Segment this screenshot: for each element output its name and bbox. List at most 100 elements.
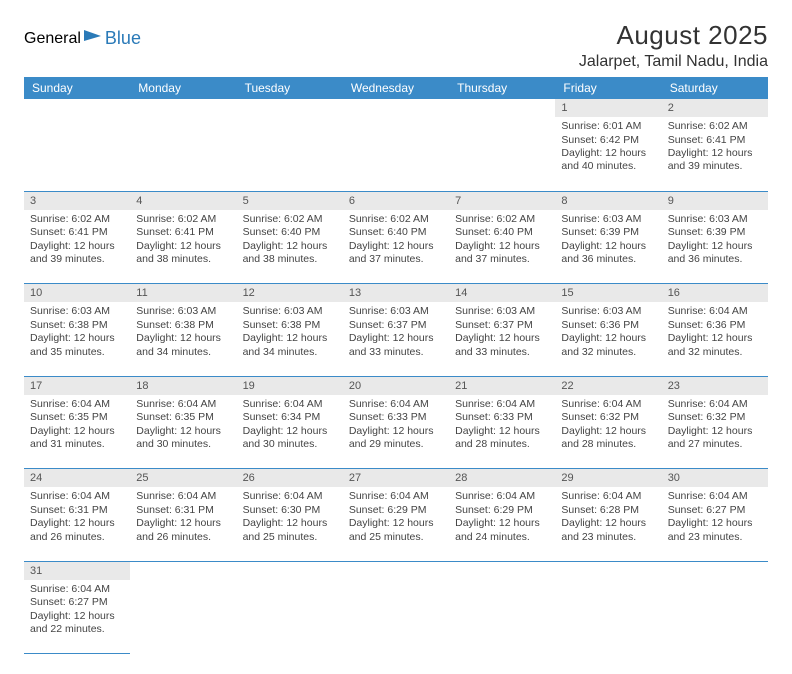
daylight-text: Daylight: 12 hours and 28 minutes. [455,425,549,452]
sunrise-text: Sunrise: 6:02 AM [455,213,549,226]
calendar-cell: Sunrise: 6:04 AMSunset: 6:29 PMDaylight:… [343,487,449,561]
sunset-text: Sunset: 6:27 PM [668,504,762,517]
calendar-cell [130,117,236,191]
sunrise-text: Sunrise: 6:04 AM [243,490,337,503]
daylight-text: Daylight: 12 hours and 35 minutes. [30,332,124,359]
logo: General Blue [24,28,141,49]
daylight-text: Daylight: 12 hours and 36 minutes. [668,240,762,267]
sunset-text: Sunset: 6:40 PM [243,226,337,239]
sunset-text: Sunset: 6:31 PM [136,504,230,517]
day-number: 15 [555,284,661,303]
calendar-cell [24,117,130,191]
sunrise-text: Sunrise: 6:04 AM [455,398,549,411]
sunset-text: Sunset: 6:41 PM [136,226,230,239]
calendar-cell: Sunrise: 6:03 AMSunset: 6:38 PMDaylight:… [237,302,343,376]
calendar-cell: Sunrise: 6:04 AMSunset: 6:30 PMDaylight:… [237,487,343,561]
calendar-page: General Blue August 2025 Jalarpet, Tamil… [0,0,792,674]
sunset-text: Sunset: 6:33 PM [455,411,549,424]
day-number-row: 17181920212223 [24,376,768,395]
day-number [662,561,768,580]
sunset-text: Sunset: 6:33 PM [349,411,443,424]
calendar-cell: Sunrise: 6:04 AMSunset: 6:29 PMDaylight:… [449,487,555,561]
daylight-text: Daylight: 12 hours and 34 minutes. [136,332,230,359]
calendar-cell: Sunrise: 6:04 AMSunset: 6:34 PMDaylight:… [237,395,343,469]
calendar-header-row: SundayMondayTuesdayWednesdayThursdayFrid… [24,77,768,99]
day-header: Saturday [662,77,768,99]
sunrise-text: Sunrise: 6:03 AM [243,305,337,318]
day-number [237,99,343,117]
sunset-text: Sunset: 6:27 PM [30,596,124,609]
daylight-text: Daylight: 12 hours and 22 minutes. [30,610,124,637]
day-number: 22 [555,376,661,395]
daylight-text: Daylight: 12 hours and 36 minutes. [561,240,655,267]
calendar-cell: Sunrise: 6:04 AMSunset: 6:32 PMDaylight:… [555,395,661,469]
calendar-cell [343,117,449,191]
sunset-text: Sunset: 6:34 PM [243,411,337,424]
day-header: Tuesday [237,77,343,99]
day-header: Sunday [24,77,130,99]
sunrise-text: Sunrise: 6:04 AM [30,583,124,596]
sunset-text: Sunset: 6:32 PM [561,411,655,424]
calendar-cell: Sunrise: 6:01 AMSunset: 6:42 PMDaylight:… [555,117,661,191]
sunrise-text: Sunrise: 6:04 AM [349,398,443,411]
calendar-cell: Sunrise: 6:04 AMSunset: 6:31 PMDaylight:… [24,487,130,561]
day-number: 29 [555,469,661,488]
daylight-text: Daylight: 12 hours and 32 minutes. [561,332,655,359]
daylight-text: Daylight: 12 hours and 32 minutes. [668,332,762,359]
daylight-text: Daylight: 12 hours and 37 minutes. [455,240,549,267]
daylight-text: Daylight: 12 hours and 24 minutes. [455,517,549,544]
calendar-week-row: Sunrise: 6:01 AMSunset: 6:42 PMDaylight:… [24,117,768,191]
calendar-cell: Sunrise: 6:02 AMSunset: 6:41 PMDaylight:… [130,210,236,284]
calendar-cell: Sunrise: 6:04 AMSunset: 6:33 PMDaylight:… [343,395,449,469]
day-number: 31 [24,561,130,580]
calendar-cell: Sunrise: 6:02 AMSunset: 6:40 PMDaylight:… [237,210,343,284]
daylight-text: Daylight: 12 hours and 30 minutes. [243,425,337,452]
sunrise-text: Sunrise: 6:04 AM [136,398,230,411]
day-number: 6 [343,191,449,210]
sunrise-text: Sunrise: 6:03 AM [455,305,549,318]
location: Jalarpet, Tamil Nadu, India [579,53,768,71]
daylight-text: Daylight: 12 hours and 37 minutes. [349,240,443,267]
calendar-cell: Sunrise: 6:04 AMSunset: 6:35 PMDaylight:… [130,395,236,469]
sunrise-text: Sunrise: 6:04 AM [30,398,124,411]
calendar-cell: Sunrise: 6:02 AMSunset: 6:41 PMDaylight:… [662,117,768,191]
calendar-cell: Sunrise: 6:04 AMSunset: 6:32 PMDaylight:… [662,395,768,469]
day-number [555,561,661,580]
sunset-text: Sunset: 6:35 PM [136,411,230,424]
day-number [343,561,449,580]
daylight-text: Daylight: 12 hours and 31 minutes. [30,425,124,452]
daylight-text: Daylight: 12 hours and 33 minutes. [349,332,443,359]
calendar-cell: Sunrise: 6:04 AMSunset: 6:28 PMDaylight:… [555,487,661,561]
sunrise-text: Sunrise: 6:04 AM [668,490,762,503]
day-number-row: 3456789 [24,191,768,210]
sunrise-text: Sunrise: 6:03 AM [136,305,230,318]
sunrise-text: Sunrise: 6:04 AM [30,490,124,503]
day-number: 9 [662,191,768,210]
header: General Blue August 2025 Jalarpet, Tamil… [24,20,768,71]
sunset-text: Sunset: 6:41 PM [668,134,762,147]
sunset-text: Sunset: 6:31 PM [30,504,124,517]
sunset-text: Sunset: 6:36 PM [668,319,762,332]
sunrise-text: Sunrise: 6:04 AM [455,490,549,503]
daylight-text: Daylight: 12 hours and 34 minutes. [243,332,337,359]
calendar-cell: Sunrise: 6:03 AMSunset: 6:39 PMDaylight:… [662,210,768,284]
day-number: 14 [449,284,555,303]
day-number-row: 10111213141516 [24,284,768,303]
day-number: 4 [130,191,236,210]
daylight-text: Daylight: 12 hours and 38 minutes. [136,240,230,267]
sunset-text: Sunset: 6:40 PM [455,226,549,239]
day-number [237,561,343,580]
day-number: 8 [555,191,661,210]
calendar-cell [662,580,768,654]
title-block: August 2025 Jalarpet, Tamil Nadu, India [579,20,768,71]
sunrise-text: Sunrise: 6:02 AM [30,213,124,226]
day-number: 21 [449,376,555,395]
day-number [130,99,236,117]
sunset-text: Sunset: 6:30 PM [243,504,337,517]
day-number [343,99,449,117]
daylight-text: Daylight: 12 hours and 25 minutes. [243,517,337,544]
calendar-body: 12Sunrise: 6:01 AMSunset: 6:42 PMDayligh… [24,99,768,654]
calendar-week-row: Sunrise: 6:02 AMSunset: 6:41 PMDaylight:… [24,210,768,284]
day-number: 26 [237,469,343,488]
calendar-cell: Sunrise: 6:02 AMSunset: 6:41 PMDaylight:… [24,210,130,284]
